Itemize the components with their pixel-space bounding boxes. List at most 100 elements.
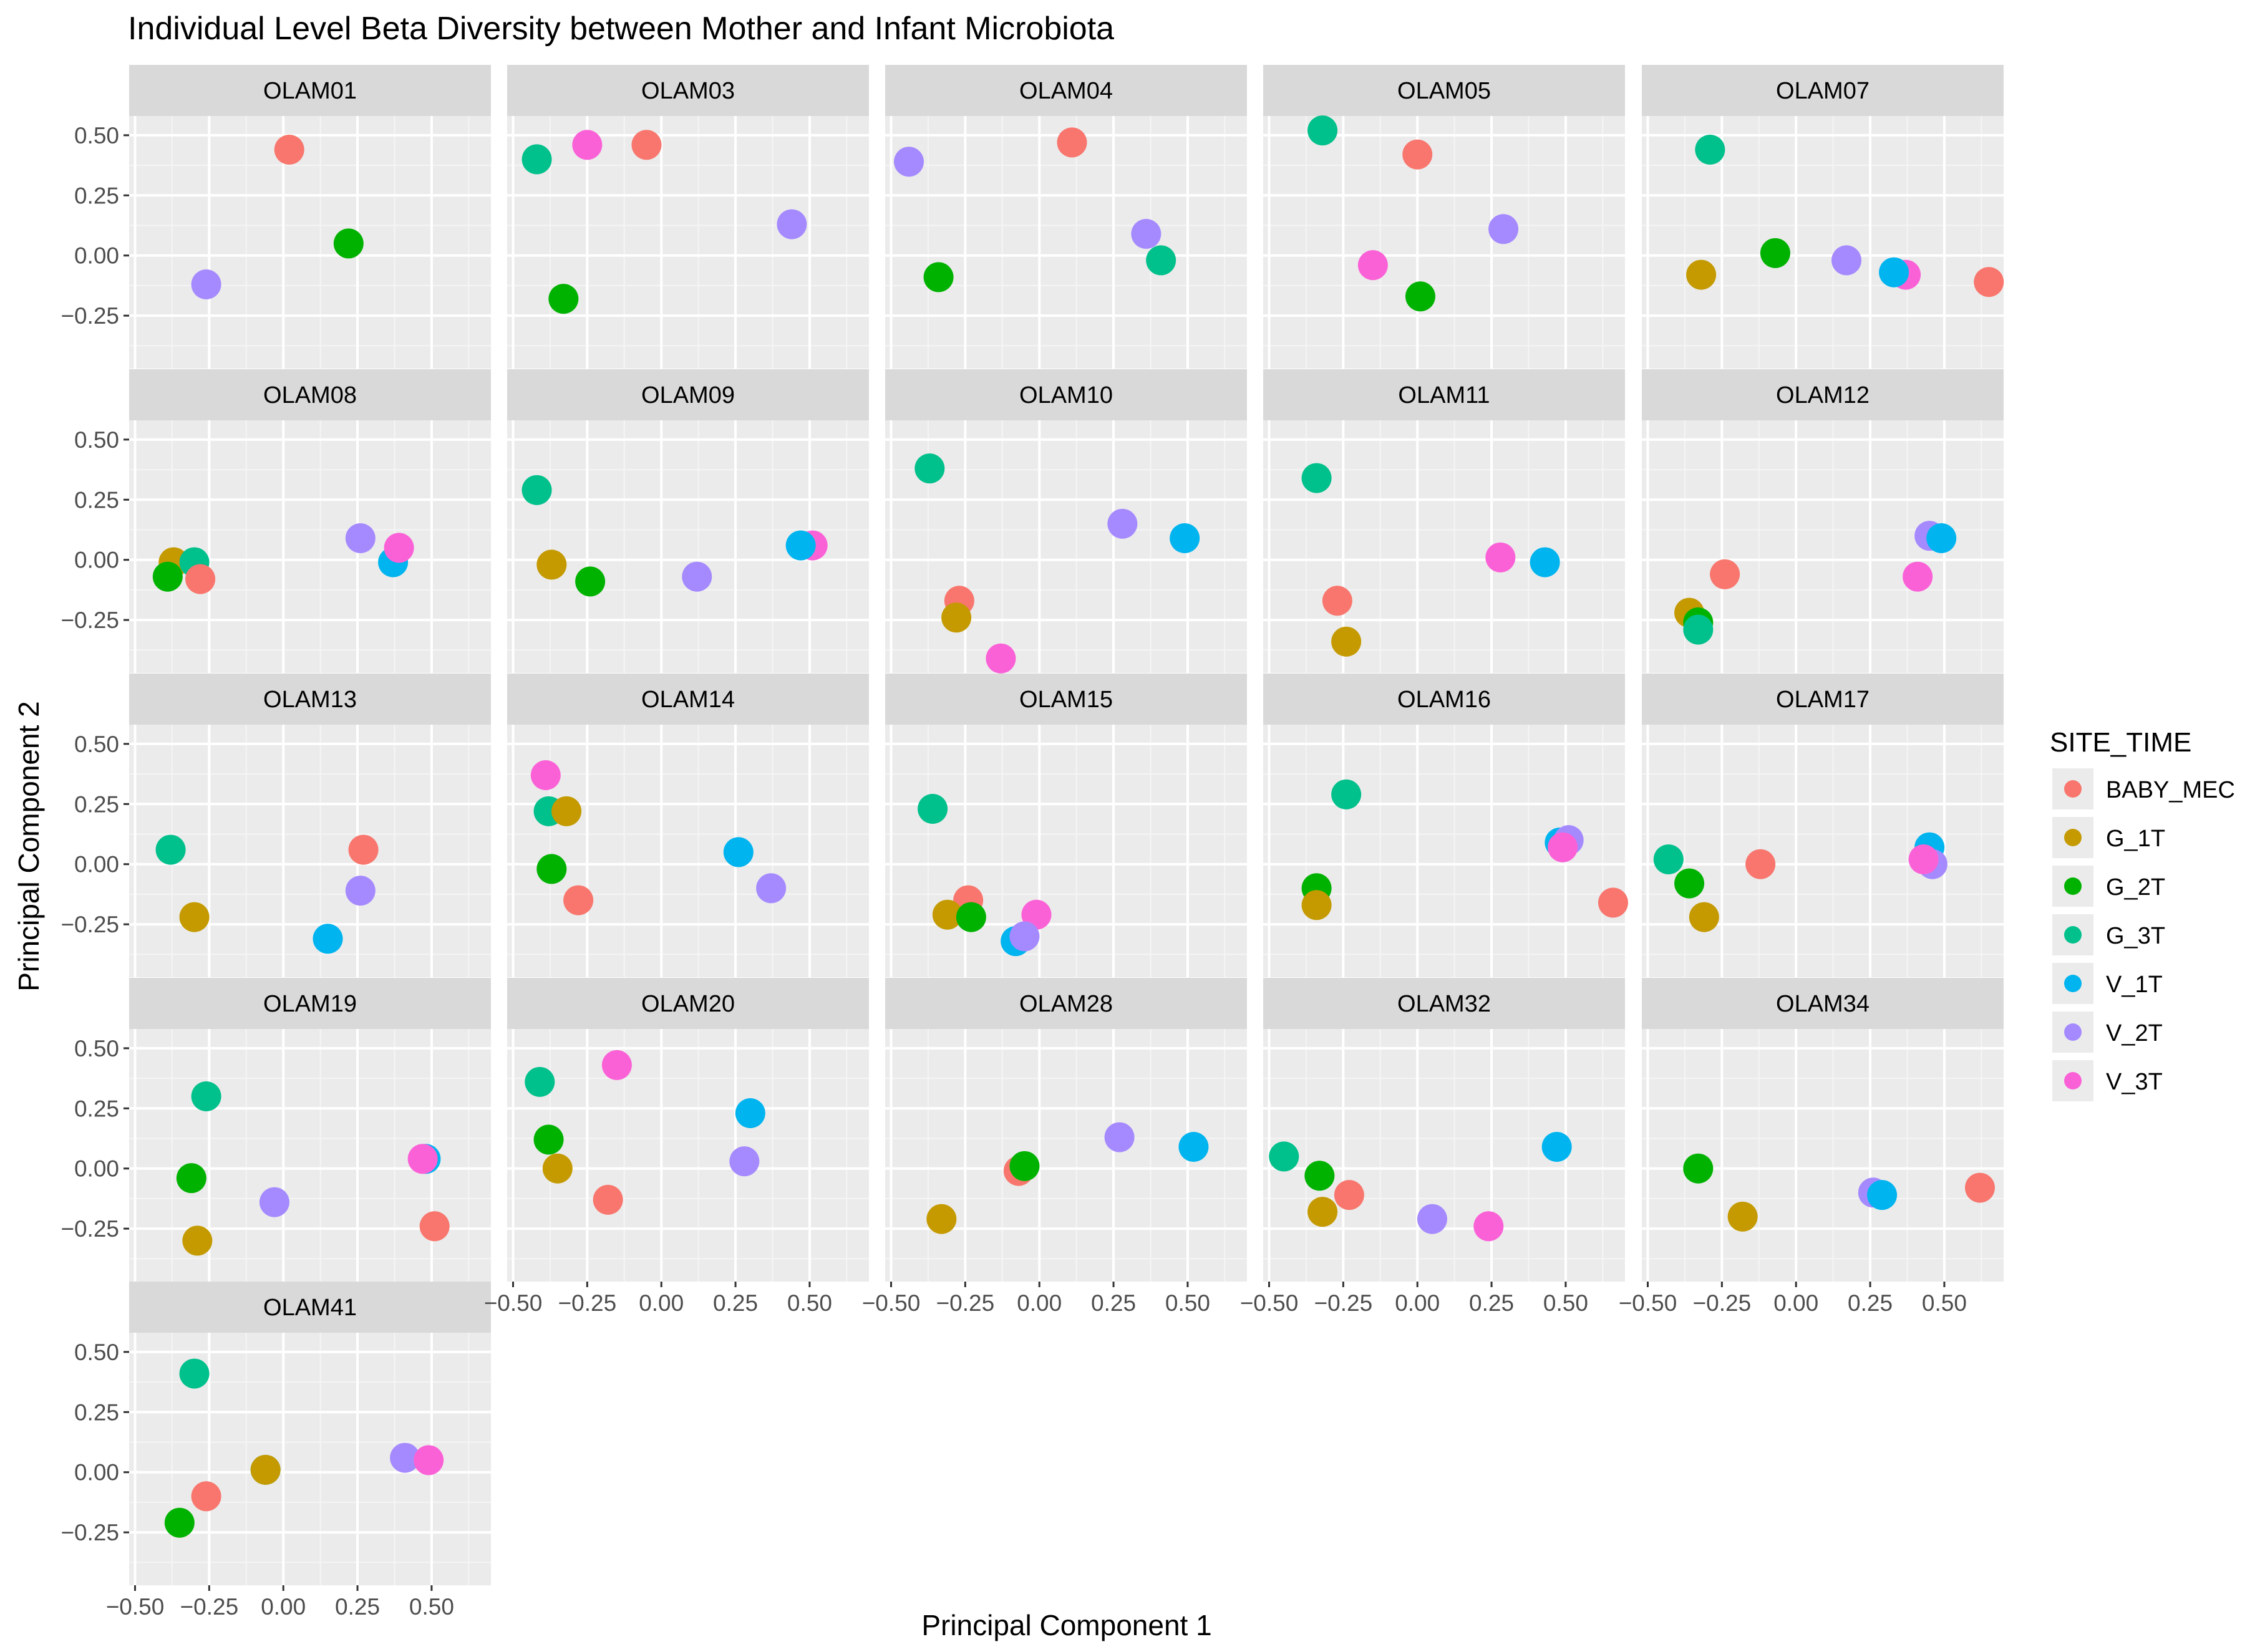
data-point-g-3t: [918, 794, 948, 824]
data-point-baby-mec: [1322, 586, 1352, 616]
x-tick-label: −0.50: [106, 1594, 165, 1620]
data-point-v-2t: [1104, 1122, 1135, 1152]
facet-strip: [1263, 674, 1625, 725]
legend-key-v-2t: [2064, 1023, 2082, 1041]
facet-strip: [507, 978, 869, 1029]
data-point-baby-mec: [593, 1184, 623, 1215]
data-point-v-2t: [345, 876, 376, 906]
y-tick-label: 0.25: [74, 183, 119, 208]
panel-background: [885, 725, 1247, 977]
data-point-v-3t: [414, 1445, 444, 1476]
y-tick-label: 0.50: [74, 1036, 119, 1061]
x-tick-label: 0.00: [1017, 1290, 1062, 1316]
x-tick-label: −0.25: [1314, 1290, 1373, 1316]
legend-key-g-3t: [2064, 926, 2082, 944]
y-tick-label: 0.00: [74, 1460, 119, 1485]
facet-strip-label: OLAM41: [263, 1295, 357, 1321]
data-point-v-2t: [682, 561, 712, 592]
data-point-g-2t: [1009, 1151, 1040, 1181]
x-tick-label: 0.25: [335, 1594, 380, 1620]
x-tick-label: −0.25: [1693, 1290, 1752, 1316]
y-tick-label: 0.50: [74, 427, 119, 453]
data-point-v-1t: [313, 924, 343, 954]
facet-panel: OLAM10: [885, 369, 1247, 674]
x-tick-label: 0.50: [787, 1290, 832, 1316]
x-tick-label: −0.50: [1619, 1290, 1677, 1316]
legend: SITE_TIME BABY_MEC G_1T G_2T G_3T V_1T V_2T V_…: [2050, 727, 2235, 1101]
data-point-baby-mec: [274, 135, 304, 165]
facet-strip-label: OLAM12: [1776, 382, 1870, 408]
data-point-g-3t: [1695, 135, 1725, 165]
facet-panel: OLAM41 0.50 0.25 0.00 −0.25: [61, 1282, 491, 1585]
y-tick-label: 0.25: [74, 791, 119, 817]
facet-strip: [885, 65, 1247, 116]
data-point-g-2t: [923, 262, 954, 292]
facet-strip-label: OLAM32: [1397, 991, 1491, 1017]
data-point-v-2t: [894, 147, 924, 177]
data-point-g-2t: [1304, 1161, 1335, 1191]
data-point-g-2t: [1760, 238, 1790, 268]
data-point-baby-mec: [1598, 887, 1628, 918]
data-point-baby-mec: [191, 1481, 221, 1512]
x-tick-label: 0.00: [1395, 1290, 1440, 1316]
data-point-v-2t: [1107, 508, 1138, 539]
data-point-v-3t: [1473, 1211, 1504, 1242]
data-point-g-2t: [536, 854, 567, 884]
data-point-g-3t: [521, 475, 552, 505]
y-axis-title: Principal Component 2: [12, 701, 45, 991]
data-point-g-1t: [1301, 890, 1332, 920]
x-tick-label: −0.25: [180, 1594, 239, 1620]
legend-label: V_3T: [2106, 1069, 2163, 1095]
data-point-g-2t: [956, 902, 986, 932]
data-point-v-3t: [530, 760, 561, 790]
facet-panel: OLAM09: [507, 369, 869, 673]
y-tick-label: −0.25: [61, 303, 119, 329]
legend-key-v-1t: [2064, 975, 2082, 992]
x-tick-label: 0.50: [409, 1594, 454, 1620]
facet-strip: [129, 1282, 491, 1333]
facet-strip-label: OLAM34: [1776, 991, 1870, 1017]
data-point-g-3t: [191, 1081, 221, 1111]
x-tick-label: 0.25: [1848, 1290, 1893, 1316]
data-point-g-1t: [1686, 259, 1717, 290]
data-point-g-3t: [1301, 463, 1332, 493]
facet-strip: [1263, 65, 1625, 116]
y-tick-label: 0.25: [74, 487, 119, 513]
x-tick-label: 0.50: [1543, 1290, 1588, 1316]
data-point-g-2t: [548, 284, 579, 314]
facet-strip: [507, 674, 869, 725]
facet-strip: [507, 65, 869, 116]
facet-strip-label: OLAM14: [641, 687, 735, 713]
data-point-v-2t: [345, 523, 376, 553]
facet-strip: [1642, 674, 2004, 725]
data-point-g-1t: [551, 796, 582, 826]
data-point-baby-mec: [348, 834, 379, 865]
panel-background: [129, 420, 491, 673]
data-point-g-3t: [155, 834, 186, 865]
data-point-g-1t: [536, 549, 567, 580]
y-tick-label: 0.00: [74, 548, 119, 573]
facet-panel: OLAM11: [1263, 369, 1625, 673]
legend-label: G_1T: [2106, 826, 2165, 852]
data-point-v-2t: [191, 269, 221, 299]
data-point-g-3t: [914, 453, 945, 484]
facet-strip: [885, 674, 1247, 725]
facet-strip-label: OLAM03: [641, 78, 735, 104]
facet-strip: [129, 674, 491, 725]
data-point-g-1t: [932, 899, 963, 930]
facet-strip: [129, 65, 491, 116]
legend-key-v-3t: [2064, 1072, 2082, 1089]
data-point-v-3t: [1908, 844, 1939, 874]
data-point-baby-mec: [1964, 1172, 1995, 1203]
facet-strip-label: OLAM15: [1019, 687, 1113, 713]
y-tick-label: −0.25: [61, 607, 119, 633]
facet-strip: [1642, 369, 2004, 420]
x-tick-label: 0.00: [639, 1290, 684, 1316]
data-point-g-2t: [533, 1124, 564, 1155]
data-point-g-2t: [1405, 281, 1435, 312]
data-point-g-3t: [179, 1358, 210, 1389]
facet-panel: OLAM19 0.50 0.25 0.00 −0.25: [61, 978, 491, 1282]
facet-strip: [1263, 978, 1625, 1029]
data-point-g-2t: [152, 561, 183, 592]
